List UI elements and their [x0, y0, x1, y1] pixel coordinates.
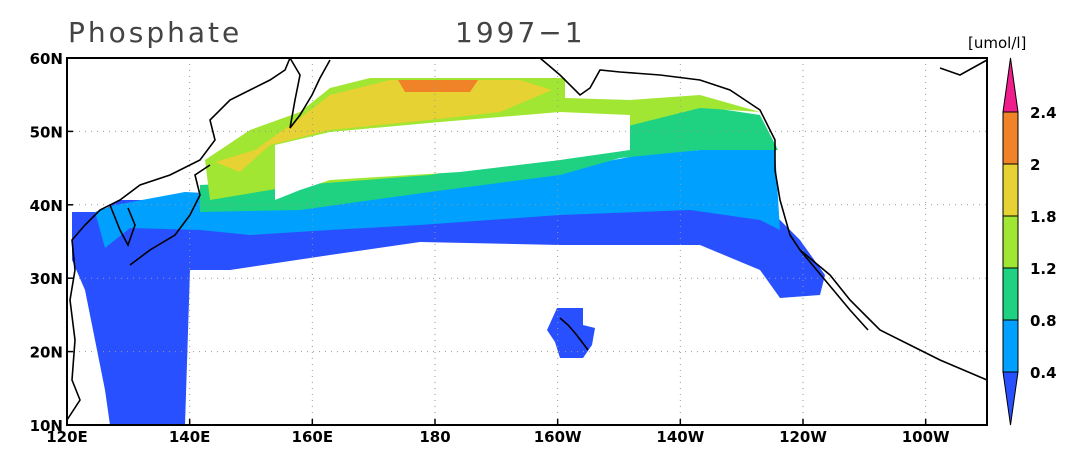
colorbar-label: 2	[1030, 156, 1040, 174]
period: 1997−1	[455, 16, 586, 49]
field-missing	[275, 112, 630, 200]
colorbar-label: 0.8	[1030, 312, 1057, 330]
lon-label: 140E	[169, 428, 211, 446]
title: Phosphate	[68, 16, 242, 49]
lon-label: 120W	[779, 428, 827, 446]
field-hawaii	[547, 308, 595, 358]
field-yellow	[215, 80, 552, 172]
field-orange	[398, 80, 478, 92]
lon-label: 140W	[656, 428, 704, 446]
coast-east	[939, 59, 988, 76]
colorbar-segment	[1002, 57, 1019, 113]
coast-hawaii	[559, 317, 589, 351]
lat-label: 40N	[30, 197, 63, 215]
lon-label: 160W	[534, 428, 582, 446]
colorbar-segment	[1002, 111, 1019, 165]
lat-label: 60N	[30, 50, 63, 68]
colorbar-segment	[1002, 371, 1019, 426]
colorbar-label: 0.4	[1030, 364, 1057, 382]
colorbar-segment	[1002, 163, 1019, 217]
lon-label: 100W	[902, 428, 950, 446]
lat-label: 10N	[30, 417, 63, 435]
units: [umol/l]	[968, 34, 1026, 52]
lat-label: 20N	[30, 344, 63, 362]
field-low	[72, 198, 825, 425]
plot-frame	[66, 57, 988, 426]
colorbar-segment	[1002, 319, 1019, 373]
coast-alaska	[539, 57, 988, 381]
colorbar-segment	[1002, 267, 1019, 321]
lon-label: 120E	[46, 428, 88, 446]
coast-baja	[799, 249, 869, 331]
coast-japan	[129, 164, 211, 266]
lon-label: 160E	[292, 428, 334, 446]
lon-label: 180	[419, 428, 450, 446]
plot-area	[66, 57, 988, 426]
coast-kamchatka	[289, 57, 331, 129]
colorbar-label: 1.8	[1030, 208, 1057, 226]
lat-label: 50N	[30, 123, 63, 141]
coast-asia	[66, 57, 291, 421]
colorbar-segment	[1002, 215, 1019, 269]
colorbar-label: 2.4	[1030, 104, 1057, 122]
lat-label: 30N	[30, 270, 63, 288]
coast-korea	[109, 204, 136, 247]
field-light-blue	[95, 150, 780, 248]
colorbar: 2.4 2 1.8 1.2 0.8 0.4	[1002, 57, 1057, 426]
colorbar-label: 1.2	[1030, 260, 1057, 278]
field-teal	[200, 106, 778, 212]
